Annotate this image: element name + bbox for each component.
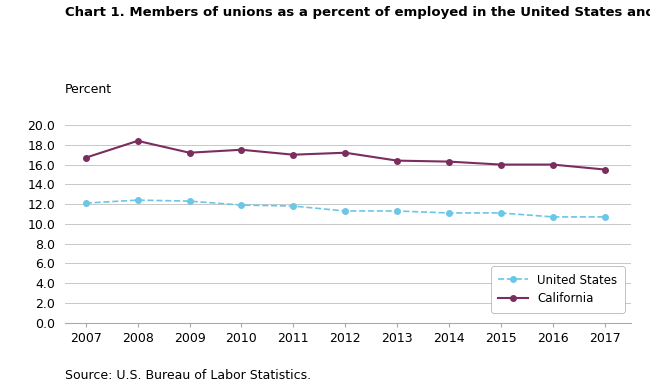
Line: United States: United States — [83, 197, 607, 220]
California — [186, 151, 194, 155]
California — [393, 158, 401, 163]
California — [134, 139, 142, 143]
United States — [82, 201, 90, 205]
United States — [341, 209, 349, 213]
United States — [445, 211, 453, 215]
Text: Source: U.S. Bureau of Labor Statistics.: Source: U.S. Bureau of Labor Statistics. — [65, 369, 311, 382]
California — [237, 147, 245, 152]
California — [82, 156, 90, 160]
United States — [186, 199, 194, 204]
California — [497, 162, 504, 167]
Line: California: California — [83, 138, 607, 172]
Text: Chart 1. Members of unions as a percent of employed in the United States and Cal: Chart 1. Members of unions as a percent … — [65, 6, 650, 19]
California — [289, 152, 297, 157]
California — [601, 167, 608, 172]
United States — [601, 215, 608, 219]
California — [445, 159, 453, 164]
United States — [393, 209, 401, 213]
United States — [497, 211, 504, 215]
Legend: United States, California: United States, California — [491, 266, 625, 313]
United States — [549, 215, 556, 219]
California — [549, 162, 556, 167]
United States — [134, 198, 142, 202]
United States — [289, 204, 297, 209]
Text: Percent: Percent — [65, 83, 112, 96]
United States — [237, 203, 245, 207]
California — [341, 151, 349, 155]
